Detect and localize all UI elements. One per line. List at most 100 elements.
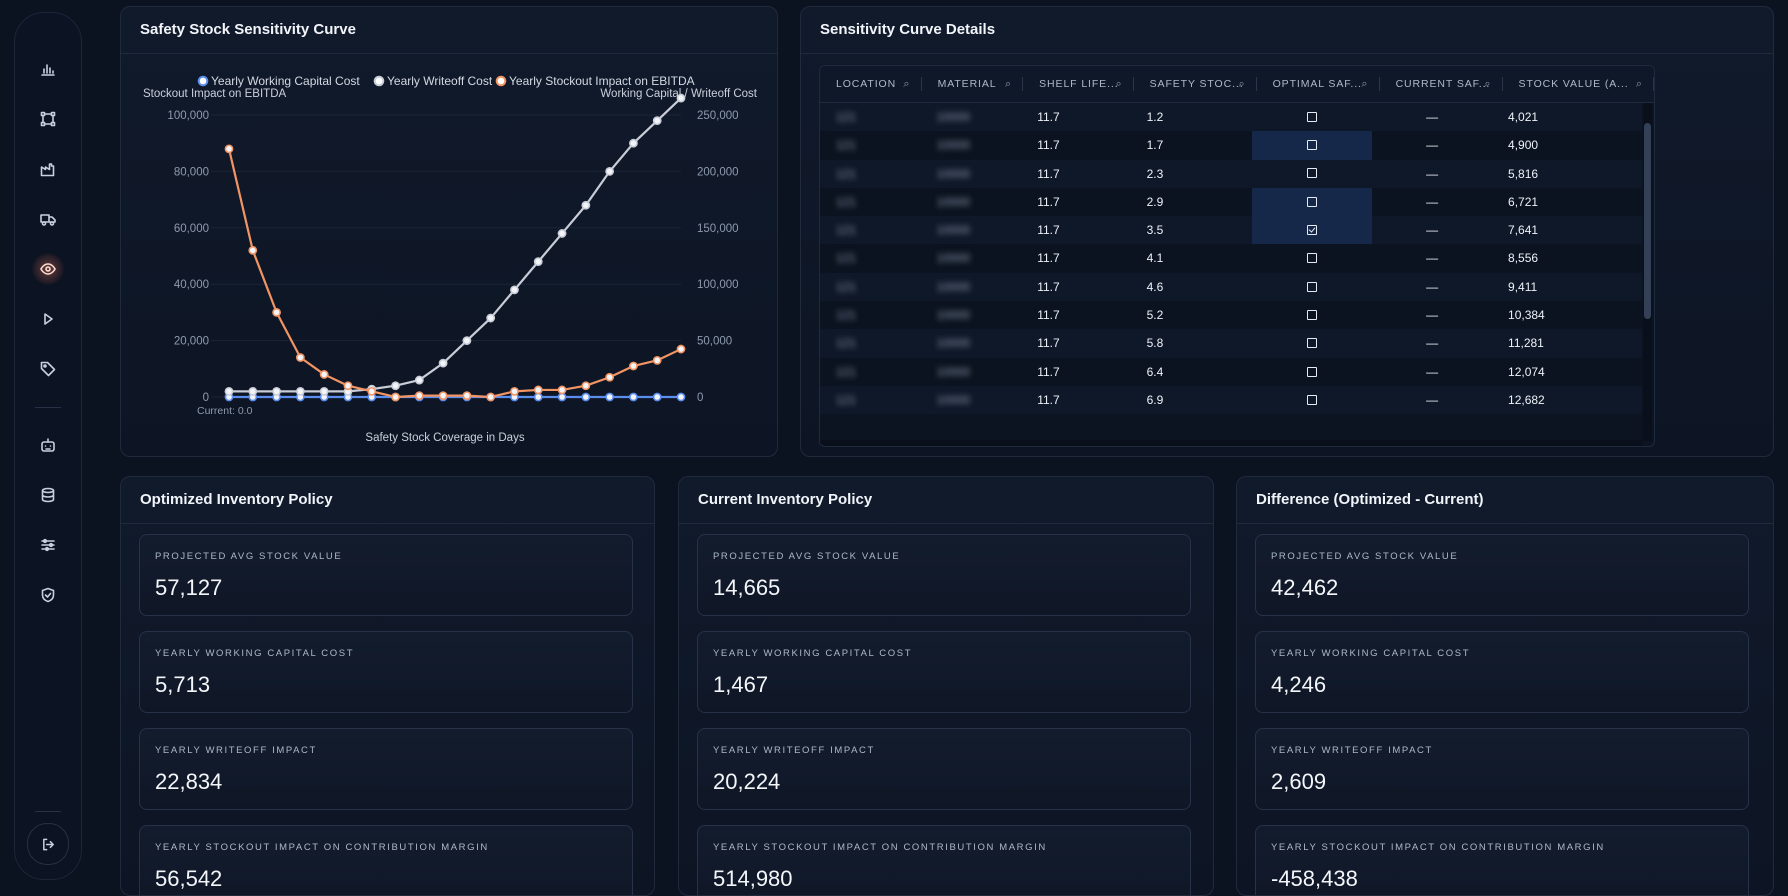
checkbox[interactable] [1307,111,1318,122]
data-point[interactable] [438,391,448,400]
checkbox[interactable] [1307,196,1318,207]
checkbox[interactable] [1307,366,1318,377]
optimal-safety-cell[interactable] [1252,103,1372,131]
data-point[interactable] [224,144,234,154]
column-header[interactable]: CURRENT SAF... ⌕ [1380,66,1503,102]
data-point[interactable] [486,392,496,402]
data-point[interactable] [510,285,519,295]
data-point[interactable] [272,307,281,317]
optimal-safety-cell[interactable] [1252,160,1372,188]
data-point[interactable] [319,386,329,396]
data-point[interactable] [581,392,591,402]
data-point[interactable] [581,381,591,391]
table-row[interactable]: 121 10000 11.7 2.9 — 6,721 [820,187,1642,217]
optimal-safety-cell[interactable] [1252,244,1372,272]
logout-button[interactable] [27,823,69,865]
data-point[interactable] [510,386,519,396]
data-point[interactable] [533,385,543,395]
data-point[interactable] [533,392,543,402]
legend-label[interactable]: Yearly Stockout Impact on EBITDA [509,74,695,88]
data-point[interactable] [557,392,567,402]
data-point[interactable] [295,353,305,362]
data-point[interactable] [652,392,662,402]
truck-icon[interactable] [32,203,64,235]
robot-icon[interactable] [32,429,64,461]
table-row[interactable]: 121 10000 11.7 5.8 — 11,281 [820,329,1642,358]
data-point[interactable] [629,361,638,371]
scrollbar-thumb[interactable] [1644,123,1651,319]
checkbox[interactable] [1307,309,1318,320]
table-row[interactable]: 121 10000 11.7 6.9 — 12,682 [820,385,1642,415]
column-divider[interactable] [1378,77,1380,91]
database-icon[interactable] [32,479,64,511]
search-icon[interactable]: ⌕ [1361,78,1368,90]
data-point[interactable] [438,358,448,368]
data-point[interactable] [557,385,567,395]
column-header[interactable]: STOCK VALUE (A... ⌕ [1503,66,1654,102]
data-point[interactable] [462,391,472,400]
search-icon[interactable]: ⌕ [1635,78,1643,90]
column-header[interactable]: SAFETY STOC... ⌕ [1134,66,1257,102]
search-icon[interactable]: ⌕ [903,78,910,90]
table-row[interactable]: 121 10000 11.7 3.5 — 7,641 [820,216,1642,245]
table-row[interactable]: 121 10000 11.7 1.7 — 4,900 [820,131,1642,160]
optimal-safety-cell[interactable] [1252,273,1372,301]
sliders-icon[interactable] [32,529,64,561]
data-point[interactable] [462,336,472,345]
optimal-safety-cell[interactable] [1252,131,1373,160]
optimal-safety-cell[interactable] [1252,187,1373,217]
shield-icon[interactable] [32,579,64,611]
column-divider[interactable] [1501,77,1503,91]
data-point[interactable] [295,386,305,396]
data-point[interactable] [272,386,281,396]
legend-marker[interactable] [373,75,385,87]
table-row[interactable]: 121 10000 11.7 1.2 — 4,021 [820,103,1642,132]
column-header[interactable]: OPTIMAL SAF... ⌕ [1257,66,1380,102]
column-header[interactable]: LOCATION ⌕ [820,66,922,102]
data-point[interactable] [676,392,686,402]
data-point[interactable] [605,372,615,382]
checkbox[interactable] [1307,394,1318,405]
network-icon[interactable] [32,103,64,135]
column-divider[interactable] [920,77,922,91]
data-point[interactable] [343,381,353,391]
search-icon[interactable]: ⌕ [1004,78,1012,90]
data-point[interactable] [414,391,424,400]
horizontal-scrollbar[interactable] [820,440,1642,446]
data-point[interactable] [676,93,686,103]
checkbox[interactable] [1307,338,1318,349]
data-point[interactable] [557,229,567,238]
search-icon[interactable]: ⌕ [1115,78,1122,90]
data-point[interactable] [676,344,686,354]
column-divider[interactable] [1653,77,1654,91]
search-icon[interactable]: ⌕ [1238,78,1245,90]
data-point[interactable] [652,116,662,126]
data-point[interactable] [367,386,377,396]
tag-icon[interactable] [32,353,64,385]
column-divider[interactable] [1255,77,1257,91]
legend-marker[interactable] [495,75,507,87]
data-point[interactable] [605,167,615,176]
table-row[interactable]: 121 10000 11.7 5.2 — 10,384 [820,301,1642,330]
vertical-scrollbar[interactable] [1643,103,1652,441]
table-row[interactable]: 121 10000 11.7 2.3 — 5,816 [820,159,1642,188]
column-header[interactable]: MATERIAL ⌕ [922,66,1024,102]
checkbox-checked[interactable] [1307,225,1318,236]
column-divider[interactable] [1132,77,1134,91]
optimal-safety-cell[interactable] [1252,301,1372,329]
checkbox[interactable] [1307,168,1318,179]
optimal-safety-cell[interactable] [1252,358,1372,386]
data-point[interactable] [629,138,638,148]
legend-label[interactable]: Yearly Writeoff Cost [387,74,493,88]
data-point[interactable] [605,392,615,402]
data-point[interactable] [248,245,258,255]
table-row[interactable]: 121 10000 11.7 4.1 — 8,556 [820,244,1642,273]
data-point[interactable] [319,370,329,379]
factory-icon[interactable] [32,153,64,185]
data-point[interactable] [533,257,543,267]
data-point[interactable] [224,386,234,396]
data-point[interactable] [391,392,400,402]
legend-label[interactable]: Yearly Working Capital Cost [211,74,360,88]
optimal-safety-cell[interactable] [1252,216,1373,245]
bar-chart-icon[interactable] [32,53,64,85]
